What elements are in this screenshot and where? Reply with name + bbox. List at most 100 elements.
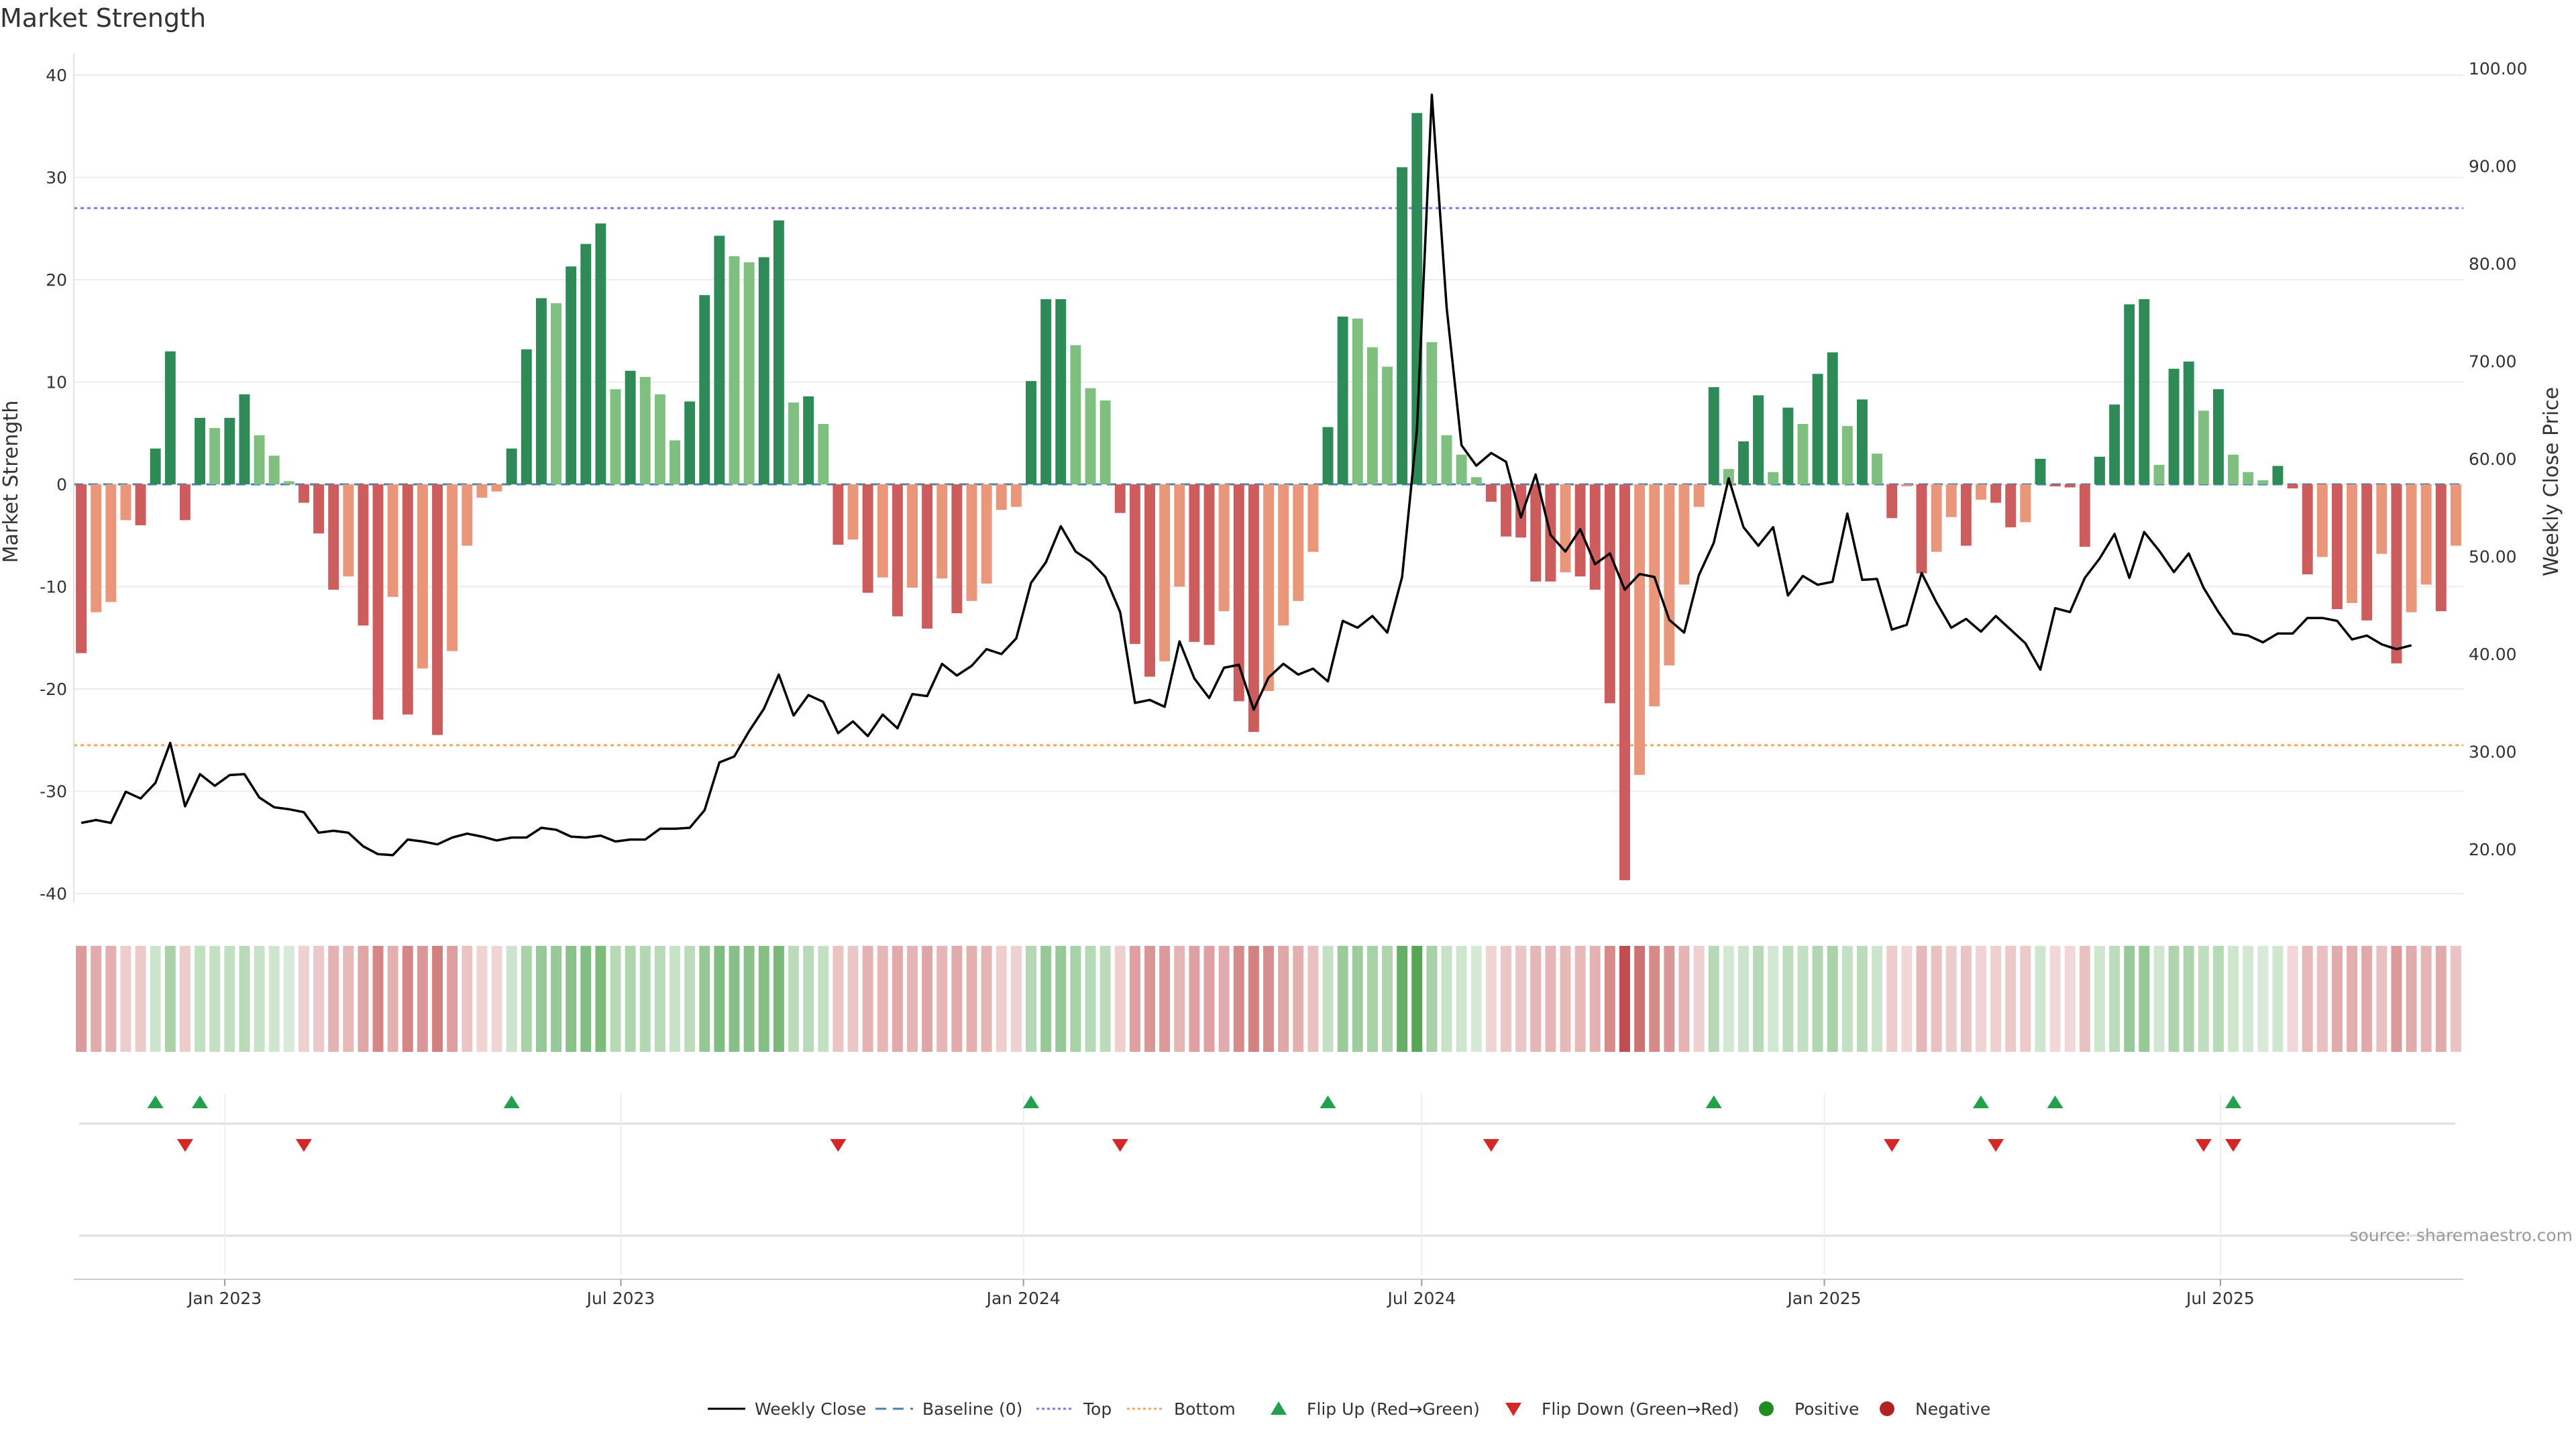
strength-bar bbox=[2183, 362, 2194, 484]
heat-cell bbox=[2391, 946, 2402, 1052]
strength-bar bbox=[595, 223, 606, 484]
heat-cell bbox=[1366, 946, 1378, 1052]
strength-bar bbox=[1040, 299, 1052, 484]
heat-cell bbox=[1515, 946, 1527, 1052]
strength-bar bbox=[2124, 304, 2135, 484]
strength-bar bbox=[2391, 484, 2402, 663]
heat-cell bbox=[595, 946, 606, 1052]
strength-bar bbox=[1872, 453, 1883, 484]
strength-bar bbox=[1530, 484, 1542, 582]
strength-bar bbox=[1203, 484, 1215, 645]
strength-bar bbox=[907, 484, 918, 588]
heat-cell bbox=[625, 946, 636, 1052]
strength-bar bbox=[1174, 484, 1185, 587]
heat-cell bbox=[2272, 946, 2284, 1052]
heat-cell bbox=[936, 946, 948, 1052]
legend-swatch bbox=[1759, 1401, 1774, 1416]
strength-bar bbox=[1515, 484, 1527, 538]
strength-bar bbox=[1975, 484, 1986, 500]
legend-swatch bbox=[1880, 1401, 1894, 1416]
strength-bar bbox=[1070, 345, 1081, 484]
strength-bar bbox=[610, 389, 621, 484]
y2-tick-label: 90.00 bbox=[2469, 157, 2517, 176]
strength-bar bbox=[2094, 456, 2105, 484]
heat-cell bbox=[788, 946, 799, 1052]
strength-bar bbox=[343, 484, 354, 577]
strength-bar bbox=[150, 448, 161, 484]
heat-cell bbox=[2243, 946, 2254, 1052]
flip-up-marker bbox=[1705, 1095, 1722, 1108]
y2-tick-label: 70.00 bbox=[2469, 352, 2517, 372]
strength-bar bbox=[684, 401, 696, 484]
heat-cell bbox=[1753, 946, 1764, 1052]
strength-bar bbox=[2361, 484, 2373, 621]
heat-cell bbox=[877, 946, 888, 1052]
strength-bar bbox=[506, 448, 517, 484]
x-tick-label: Jul 2023 bbox=[586, 1289, 655, 1308]
strength-bar bbox=[1085, 388, 1096, 484]
strength-bar bbox=[432, 484, 443, 735]
heat-cell bbox=[387, 946, 398, 1052]
strength-bar bbox=[1397, 167, 1408, 484]
heat-cell bbox=[372, 946, 384, 1052]
heat-cell bbox=[818, 946, 829, 1052]
strength-bar bbox=[2272, 466, 2284, 484]
heat-cell bbox=[922, 946, 933, 1052]
strength-bar bbox=[669, 440, 680, 484]
y-tick-label: 0 bbox=[56, 475, 67, 494]
strength-bar bbox=[1857, 399, 1868, 484]
strength-bar bbox=[254, 435, 265, 484]
heat-cell bbox=[2109, 946, 2121, 1052]
heat-cell bbox=[1634, 946, 1646, 1052]
heat-cell bbox=[2064, 946, 2076, 1052]
y2-tick-label: 50.00 bbox=[2469, 547, 2517, 567]
heat-cell bbox=[358, 946, 369, 1052]
heat-cell bbox=[150, 946, 161, 1052]
strength-bar bbox=[1634, 484, 1646, 775]
heat-cell bbox=[506, 946, 517, 1052]
strength-bar bbox=[1619, 484, 1630, 881]
chart-title: Market Strength bbox=[0, 3, 206, 33]
heat-cell bbox=[2361, 946, 2373, 1052]
heat-cell bbox=[1397, 946, 1408, 1052]
strength-bar bbox=[1366, 347, 1378, 484]
strength-bar bbox=[2139, 299, 2150, 484]
heat-cell bbox=[2302, 946, 2313, 1052]
strength-bar bbox=[877, 484, 888, 578]
heat-cell bbox=[580, 946, 592, 1052]
flip-down-marker bbox=[1988, 1139, 2004, 1152]
strength-bar bbox=[1426, 342, 1438, 484]
strength-bar bbox=[76, 484, 87, 653]
heat-cell bbox=[283, 946, 294, 1052]
strength-bar bbox=[1560, 484, 1571, 573]
strength-bar bbox=[847, 484, 859, 540]
strength-bar bbox=[1263, 484, 1274, 692]
y-tick-label: -10 bbox=[40, 578, 67, 597]
heat-cell bbox=[566, 946, 577, 1052]
heat-cell bbox=[743, 946, 755, 1052]
heat-cell bbox=[847, 946, 859, 1052]
strength-bar bbox=[1604, 484, 1615, 704]
heat-cell bbox=[343, 946, 354, 1052]
y2-tick-label: 30.00 bbox=[2469, 743, 2517, 762]
heat-cell bbox=[1797, 946, 1809, 1052]
source-label: source: sharemaestro.com bbox=[2350, 1226, 2573, 1245]
flip-up-marker bbox=[503, 1095, 520, 1108]
strength-bar bbox=[922, 484, 933, 629]
strength-bar bbox=[1307, 484, 1319, 552]
strength-bar bbox=[491, 484, 502, 492]
strength-bars bbox=[76, 113, 2461, 881]
strength-bar bbox=[1233, 484, 1244, 702]
heat-cell bbox=[76, 946, 87, 1052]
legend-item: Bottom bbox=[1127, 1399, 1236, 1419]
heat-cell bbox=[1530, 946, 1542, 1052]
strength-bar bbox=[120, 484, 131, 521]
strength-bar bbox=[1114, 484, 1126, 513]
heat-cell bbox=[1144, 946, 1155, 1052]
heat-cell bbox=[2331, 946, 2343, 1052]
heat-cell bbox=[1649, 946, 1660, 1052]
heat-cell bbox=[1619, 946, 1630, 1052]
heat-cell bbox=[254, 946, 265, 1052]
legend-item: Top bbox=[1036, 1399, 1112, 1419]
heat-cell bbox=[2450, 946, 2461, 1052]
